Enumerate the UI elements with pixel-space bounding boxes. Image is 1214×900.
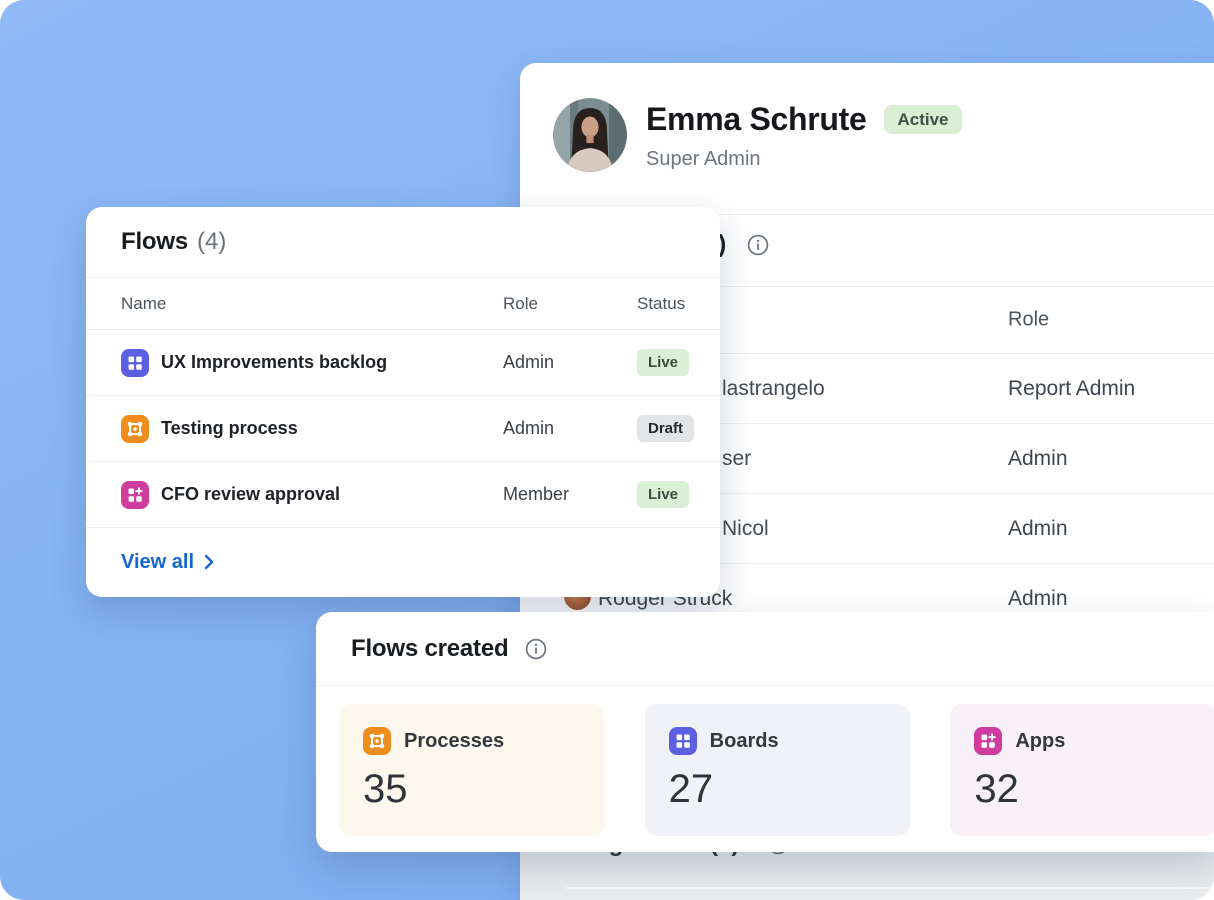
stat-label: Apps xyxy=(1015,729,1066,752)
flow-name: UX Improvements backlog xyxy=(161,352,388,372)
role-column-header: Role xyxy=(503,293,538,313)
flows-card-title: Flows (4) xyxy=(86,207,720,278)
user-name: Emma Schrute xyxy=(646,101,867,137)
info-icon[interactable] xyxy=(525,638,547,660)
clipped-section-title: ) xyxy=(718,230,727,258)
divider xyxy=(566,887,1214,889)
flows-card-footer: View all xyxy=(86,528,720,596)
flow-name: Testing process xyxy=(161,418,298,438)
user-name-fragment: lastrangelo xyxy=(722,376,825,400)
user-role-subtitle: Super Admin xyxy=(646,148,761,170)
flow-role: Admin xyxy=(503,352,555,372)
boards-icon xyxy=(668,727,697,755)
processes-icon xyxy=(121,414,149,443)
flows-created-header: Flows created xyxy=(316,612,1214,686)
stat-tiles: Processes 35 Boards 27 Apps 32 xyxy=(316,686,1214,836)
user-name-fragment: Nicol xyxy=(722,516,769,540)
user-role-value: Admin xyxy=(1008,516,1068,540)
stat-value: 35 xyxy=(363,767,408,811)
flow-role: Member xyxy=(503,484,570,504)
table-row[interactable]: ser Admin xyxy=(520,424,1214,494)
profile-section-header: ) xyxy=(520,215,1214,287)
profile-header: Emma Schrute Active Super Admin xyxy=(520,63,1214,215)
flow-role: Admin xyxy=(503,418,555,438)
avatar xyxy=(553,98,627,172)
stat-value: 27 xyxy=(668,767,714,811)
view-all-link[interactable]: View all xyxy=(121,551,214,574)
users-table-header: Role xyxy=(520,287,1214,354)
status-column-header: Status xyxy=(637,293,686,313)
bottom-section-strip xyxy=(520,852,1214,900)
stat-tile-apps: Apps 32 xyxy=(950,704,1214,836)
flows-created-card: Flows created Processes 35 Boards 27 xyxy=(316,612,1214,852)
user-role-value: Admin xyxy=(1008,586,1068,610)
stat-tile-boards: Boards 27 xyxy=(644,704,911,836)
boards-icon xyxy=(121,348,149,377)
status-badge: Draft xyxy=(637,415,695,442)
flow-row[interactable]: UX Improvements backlog Admin Live xyxy=(86,330,720,396)
apps-icon xyxy=(974,727,1003,755)
flows-created-title: Flows created xyxy=(351,634,509,662)
table-row[interactable]: lastrangelo Report Admin xyxy=(520,354,1214,424)
flows-title-text: Flows xyxy=(121,228,189,255)
status-badge: Live xyxy=(637,349,690,376)
flows-table-header: Name Role Status xyxy=(86,278,720,330)
flow-name: CFO review approval xyxy=(161,484,341,504)
info-icon[interactable] xyxy=(747,234,769,256)
user-role-value: Report Admin xyxy=(1008,376,1136,400)
role-column-header: Role xyxy=(1008,308,1050,331)
view-all-label: View all xyxy=(121,550,195,573)
flow-row[interactable]: Testing process Admin Draft xyxy=(86,396,720,462)
flows-count: (4) xyxy=(197,228,227,255)
processes-icon xyxy=(363,727,391,755)
table-row[interactable]: Nicol Admin xyxy=(520,494,1214,564)
user-name-fragment: ser xyxy=(722,446,752,470)
stat-label: Processes xyxy=(404,729,505,752)
name-column-header: Name xyxy=(121,293,167,313)
profile-identity: Emma Schrute Active Super Admin xyxy=(646,98,962,214)
chevron-right-icon xyxy=(204,554,214,570)
status-badge: Live xyxy=(637,481,690,508)
stat-value: 32 xyxy=(974,767,1019,811)
stat-tile-processes: Processes 35 xyxy=(339,704,605,836)
flows-card: Flows (4) Name Role Status UX Improvemen… xyxy=(86,207,720,597)
emma-portrait-image xyxy=(553,98,627,172)
flow-row[interactable]: CFO review approval Member Live xyxy=(86,462,720,528)
user-role-value: Admin xyxy=(1008,446,1068,470)
stat-label: Boards xyxy=(709,729,779,752)
status-badge: Active xyxy=(884,105,962,134)
apps-icon xyxy=(121,480,149,509)
